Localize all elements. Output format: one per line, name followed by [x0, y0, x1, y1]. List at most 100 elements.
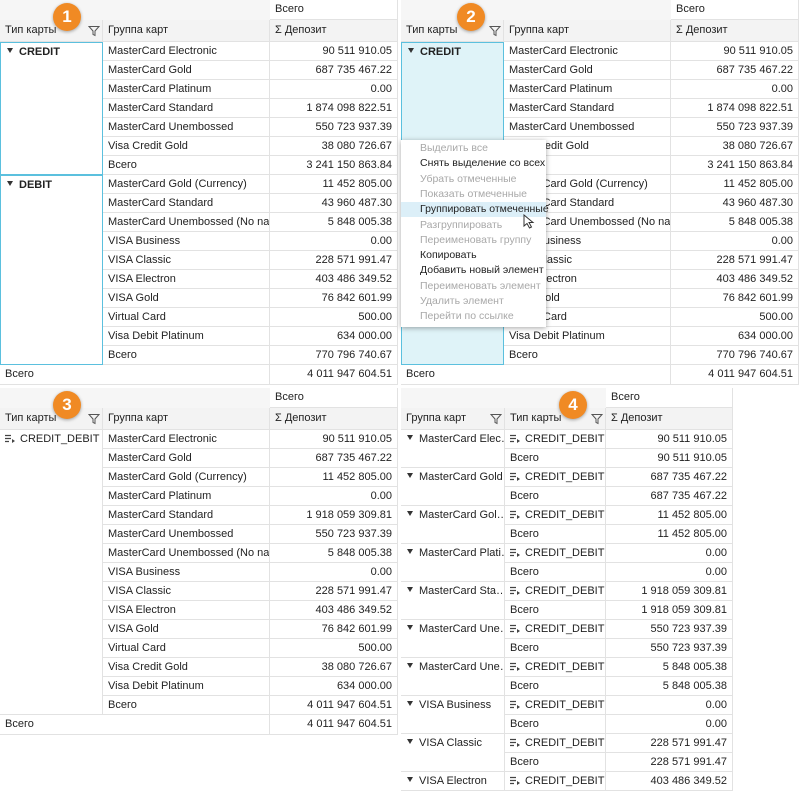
- group-cell[interactable]: DEBIT: [0, 175, 103, 365]
- text: 0.00: [705, 566, 727, 578]
- group-cell[interactable]: MasterCard Sta…: [401, 582, 505, 620]
- text: Всего: [406, 368, 435, 380]
- group-cell[interactable]: CREDIT: [0, 42, 103, 175]
- row-value: 38 080 726.67: [270, 137, 398, 156]
- text: 0.00: [705, 718, 727, 730]
- expand-arrow[interactable]: [407, 663, 413, 668]
- group-cell[interactable]: MasterCard Une…: [401, 658, 505, 696]
- menu-item[interactable]: Копировать: [401, 248, 546, 263]
- text: MasterCard Gol…: [419, 509, 505, 521]
- text: 1 874 098 822.51: [306, 102, 392, 114]
- group-icon: [510, 700, 520, 709]
- header-cell[interactable]: Группа карт: [401, 408, 505, 430]
- filter-icon[interactable]: [489, 25, 501, 37]
- row-value: 3 241 150 863.84: [270, 156, 398, 175]
- text: Σ Депозит: [275, 24, 327, 36]
- row-value: 634 000.00: [671, 327, 799, 346]
- text: 90 511 910.05: [657, 452, 727, 464]
- group-icon: [5, 434, 15, 443]
- row-value: 634 000.00: [270, 327, 398, 346]
- row-value: 634 000.00: [270, 677, 398, 696]
- text: Снять выделение со всех: [420, 157, 546, 170]
- text: MasterCard Sta…: [419, 585, 505, 597]
- text: 550 723 937.39: [315, 121, 392, 133]
- expand-arrow[interactable]: [7, 181, 13, 186]
- text: 90 511 910.05: [322, 45, 392, 57]
- text: MasterCard Standard: [509, 102, 615, 114]
- row-label: VISA Gold: [103, 620, 270, 639]
- menu-item[interactable]: Добавить новый элемент: [401, 263, 546, 278]
- filter-icon[interactable]: [88, 25, 100, 37]
- text: Переименовать элемент: [420, 279, 541, 292]
- row-label: Всего: [504, 346, 671, 365]
- text: Всего: [275, 3, 304, 15]
- group-cell[interactable]: VISA Business: [401, 696, 505, 734]
- text: 43 960 487.30: [722, 197, 793, 209]
- text: 687 735 467.22: [650, 490, 727, 502]
- text: 0.00: [370, 235, 392, 247]
- row-label: CREDIT_DEBIT: [505, 658, 606, 677]
- group-cell[interactable]: MasterCard Gold: [401, 468, 505, 506]
- menu-item[interactable]: Снять выделение со всех: [401, 156, 546, 171]
- row-label: Visa Debit Platinum: [504, 327, 671, 346]
- text: Σ Депозит: [676, 24, 728, 36]
- expand-arrow[interactable]: [407, 473, 413, 478]
- text: VISA Classic: [419, 737, 482, 749]
- row-label: MasterCard Platinum: [103, 80, 270, 99]
- text: 11 452 805.00: [322, 471, 392, 483]
- row-value: 11 452 805.00: [270, 175, 398, 194]
- row-value: 43 960 487.30: [270, 194, 398, 213]
- text: 4 011 947 604.51: [307, 699, 392, 711]
- row-label: Virtual Card: [103, 639, 270, 658]
- row-value: 0.00: [270, 487, 398, 506]
- menu-item: Удалить элемент: [401, 294, 546, 309]
- expand-arrow[interactable]: [408, 48, 414, 53]
- row-label: CREDIT_DEBIT: [505, 506, 606, 525]
- text: Показать отмеченные: [420, 187, 527, 200]
- row-value: 228 571 991.47: [270, 582, 398, 601]
- expand-arrow[interactable]: [7, 48, 13, 53]
- row-label: VISA Electron: [103, 601, 270, 620]
- filter-icon[interactable]: [591, 413, 603, 425]
- group-cell[interactable]: CREDIT_DEBIT: [0, 430, 103, 715]
- group-cell[interactable]: MasterCard Plati…: [401, 544, 505, 582]
- header-band: [401, 0, 671, 20]
- expand-arrow[interactable]: [407, 625, 413, 630]
- text: Всего: [275, 391, 304, 403]
- menu-item[interactable]: Группировать отмеченные: [401, 202, 549, 218]
- group-cell[interactable]: VISA Electron: [401, 772, 505, 791]
- group-cell[interactable]: MasterCard Gol…: [401, 506, 505, 544]
- text: 634 000.00: [737, 330, 793, 342]
- row-value: 90 511 910.05: [671, 42, 799, 61]
- text: MasterCard Unembossed: [108, 528, 234, 540]
- header-cell: Группа карт: [504, 20, 671, 42]
- group-cell[interactable]: MasterCard Une…: [401, 620, 505, 658]
- expand-arrow[interactable]: [407, 777, 413, 782]
- text: 403 486 349.52: [716, 273, 793, 285]
- text: Тип карты: [406, 24, 458, 36]
- row-value: 5 848 005.38: [270, 213, 398, 232]
- text: 3 241 150 863.84: [707, 159, 793, 171]
- filter-icon[interactable]: [88, 413, 100, 425]
- row-label: MasterCard Standard: [103, 99, 270, 118]
- row-label: MasterCard Unembossed (No name): [103, 544, 270, 563]
- row-value: 500.00: [270, 308, 398, 327]
- row-label: CREDIT_DEBIT: [505, 734, 606, 753]
- expand-arrow[interactable]: [407, 701, 413, 706]
- badge: 4: [559, 391, 587, 419]
- group-cell[interactable]: MasterCard Elec…: [401, 430, 505, 468]
- expand-arrow[interactable]: [407, 435, 413, 440]
- expand-arrow[interactable]: [407, 587, 413, 592]
- filter-icon[interactable]: [490, 413, 502, 425]
- header-band: [0, 388, 270, 408]
- expand-arrow[interactable]: [407, 511, 413, 516]
- text: 228 571 991.47: [650, 737, 727, 749]
- group-cell[interactable]: VISA Classic: [401, 734, 505, 772]
- row-value: 1 918 059 309.81: [606, 582, 733, 601]
- text: 1 874 098 822.51: [707, 102, 793, 114]
- expand-arrow[interactable]: [407, 549, 413, 554]
- expand-arrow[interactable]: [407, 739, 413, 744]
- text: Visa Debit Platinum: [108, 680, 204, 692]
- text: Всего: [5, 368, 34, 380]
- row-label: Всего: [505, 449, 606, 468]
